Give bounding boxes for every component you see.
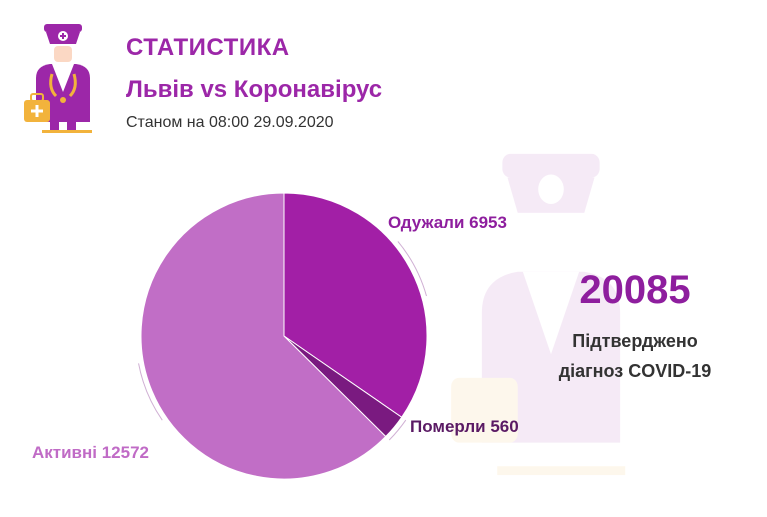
page-subtitle: Львів vs Коронавірус (126, 76, 383, 103)
pie-label-guide-active (138, 363, 163, 421)
doctor-watermark-icon (451, 153, 626, 476)
pie-slice-active (140, 192, 387, 480)
pie-slice-recovered (283, 192, 428, 418)
pie-label-recovered: Одужали 6953 (388, 213, 507, 232)
report-date: Станом на 08:00 29.09.2020 (126, 114, 334, 131)
page-title: СТАТИСТИКА (126, 34, 290, 61)
doctor-logo-icon (24, 24, 92, 133)
confirmed-total: 20085 (579, 268, 691, 312)
pie-chart: Одужали 6953 Померли 560 Активні 12572 (32, 192, 519, 480)
confirmed-caption-line2: діагноз COVID-19 (558, 361, 712, 381)
pie-label-guide-died (388, 419, 407, 441)
pie-label-died: Померли 560 (410, 417, 519, 436)
confirmed-caption-line1: Підтверджено (572, 331, 698, 351)
confirmed-caption: Підтверджено діагноз COVID-19 (520, 326, 750, 386)
pie-label-guide-recovered (397, 241, 427, 297)
pie-label-active: Активні 12572 (32, 443, 149, 462)
